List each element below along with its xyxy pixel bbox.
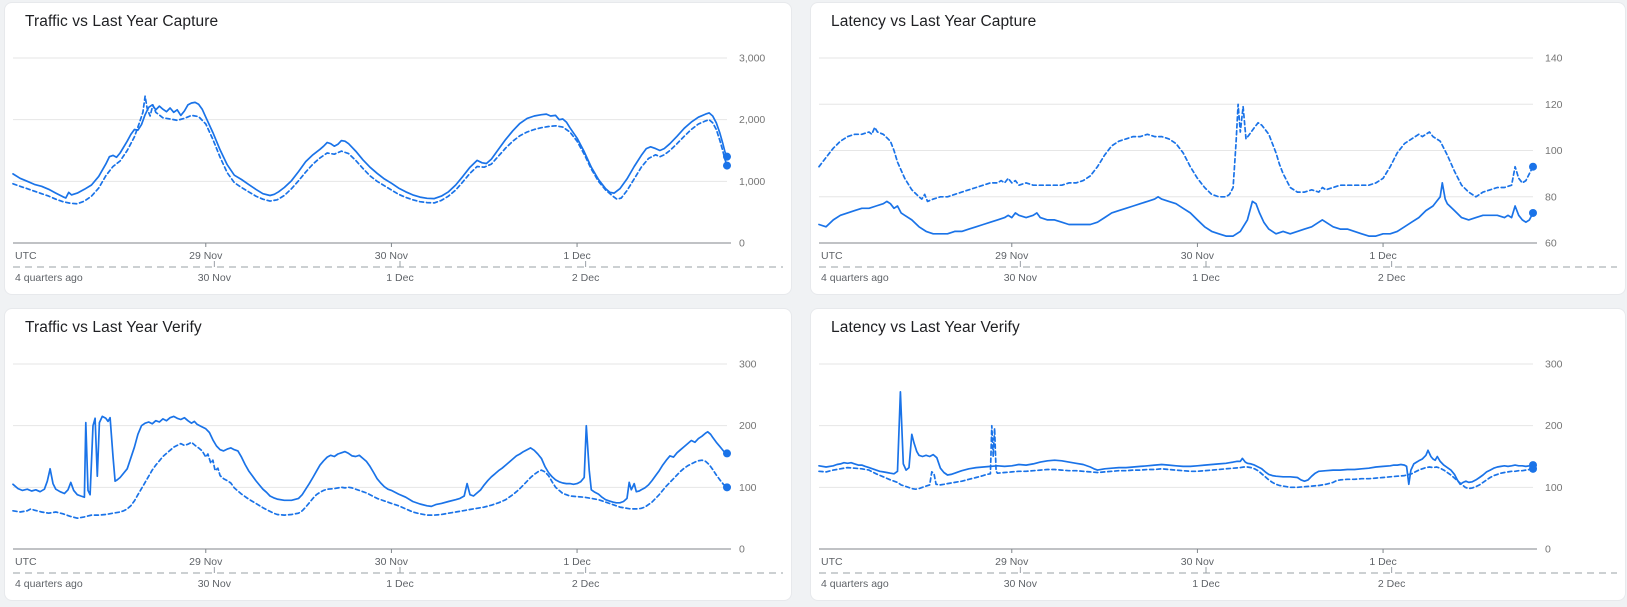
series-current-line (12, 415, 728, 508)
x-tick-label: 29 Nov (995, 556, 1029, 568)
series-last-year-line (818, 424, 1534, 491)
compare-tick-label: 30 Nov (198, 578, 232, 590)
series-current-line (12, 101, 728, 200)
compare-axis-label: 4 quarters ago (821, 578, 889, 590)
x-tick-label: 1 Dec (1369, 250, 1396, 262)
series-current-endpoint-dot (723, 449, 731, 458)
series-last-year-endpoint-dot (723, 483, 731, 492)
chart-plot-traffic-capture[interactable]: 3,000 2,000 1,000 0 UTC 29 Nov 30 Nov 1 Dec 4 qu… (5, 36, 791, 290)
series-last-year-endpoint-dot (1529, 162, 1537, 171)
x-tick-label: 30 Nov (1181, 556, 1215, 568)
series-current-endpoint-dot (1529, 208, 1537, 217)
x-axis-utc-label: UTC (15, 556, 37, 568)
x-axis-utc-label: UTC (821, 250, 843, 262)
compare-axis-label: 4 quarters ago (821, 272, 889, 284)
x-axis-utc-label: UTC (821, 556, 843, 568)
y-tick-label: 100 (1545, 482, 1563, 494)
y-tick-label: 300 (1545, 359, 1563, 371)
compare-tick-label: 2 Dec (1378, 272, 1405, 284)
x-tick-label: 29 Nov (189, 250, 223, 262)
compare-tick-label: 30 Nov (1004, 272, 1038, 284)
series-last-year-line (12, 441, 728, 520)
chart-plot-latency-capture[interactable]: 140 120 100 80 60 UTC 29 Nov 30 Nov 1 Dec 4 quart… (811, 36, 1625, 290)
chart-card-latency-verify: Latency vs Last Year Verify 300 200 100 0 UTC… (810, 308, 1626, 601)
x-tick-label: 1 Dec (1369, 556, 1396, 568)
chart-card-latency-capture: Latency vs Last Year Capture 140 120 100 80 6… (810, 2, 1626, 295)
series-last-year-line (818, 103, 1534, 203)
series-current-line (818, 390, 1534, 486)
compare-axis-label: 4 quarters ago (15, 272, 83, 284)
chart-title: Traffic vs Last Year Capture (25, 13, 219, 30)
x-tick-label: 30 Nov (375, 250, 409, 262)
compare-axis-label: 4 quarters ago (15, 578, 83, 590)
y-tick-label: 0 (1545, 544, 1551, 556)
compare-tick-label: 1 Dec (1192, 272, 1219, 284)
series-last-year-line (12, 95, 728, 205)
x-tick-label: 1 Dec (563, 250, 590, 262)
compare-tick-label: 2 Dec (572, 578, 599, 590)
chart-card-traffic-verify: Traffic vs Last Year Verify 300 200 100 0 UTC… (4, 308, 792, 601)
y-tick-label: 1,000 (739, 176, 765, 188)
series-current-line (818, 182, 1534, 237)
x-tick-label: 29 Nov (995, 250, 1029, 262)
chart-title: Latency vs Last Year Verify (831, 319, 1020, 336)
compare-tick-label: 30 Nov (1004, 578, 1038, 590)
x-tick-label: 1 Dec (563, 556, 590, 568)
series-last-year-endpoint-dot (723, 161, 731, 170)
y-tick-label: 200 (1545, 420, 1563, 432)
chart-plot-latency-verify[interactable]: 300 200 100 0 UTC 29 Nov 30 Nov 1 Dec 4 quarters… (811, 342, 1625, 596)
compare-tick-label: 1 Dec (386, 578, 413, 590)
compare-tick-label: 1 Dec (386, 272, 413, 284)
y-tick-label: 0 (739, 544, 745, 556)
y-tick-label: 300 (739, 359, 757, 371)
y-tick-label: 100 (739, 482, 757, 494)
x-axis-utc-label: UTC (15, 250, 37, 262)
y-tick-label: 120 (1545, 99, 1563, 111)
y-tick-label: 80 (1545, 191, 1557, 203)
compare-tick-label: 2 Dec (1378, 578, 1405, 590)
x-tick-label: 29 Nov (189, 556, 223, 568)
compare-tick-label: 30 Nov (198, 272, 232, 284)
chart-plot-traffic-verify[interactable]: 300 200 100 0 UTC 29 Nov 30 Nov 1 Dec 4 quarters… (5, 342, 791, 596)
compare-tick-label: 1 Dec (1192, 578, 1219, 590)
y-tick-label: 100 (1545, 145, 1563, 157)
x-tick-label: 30 Nov (375, 556, 409, 568)
chart-title: Latency vs Last Year Capture (831, 13, 1037, 30)
chart-card-traffic-capture: Traffic vs Last Year Capture 3,000 2,000 1,… (4, 2, 792, 295)
x-tick-label: 30 Nov (1181, 250, 1215, 262)
y-tick-label: 140 (1545, 53, 1563, 65)
y-tick-label: 60 (1545, 238, 1557, 250)
compare-tick-label: 2 Dec (572, 272, 599, 284)
y-tick-label: 200 (739, 420, 757, 432)
y-tick-label: 0 (739, 238, 745, 250)
chart-title: Traffic vs Last Year Verify (25, 319, 202, 336)
series-last-year-endpoint-dot (1529, 464, 1537, 473)
y-tick-label: 3,000 (739, 53, 765, 65)
y-tick-label: 2,000 (739, 114, 765, 126)
